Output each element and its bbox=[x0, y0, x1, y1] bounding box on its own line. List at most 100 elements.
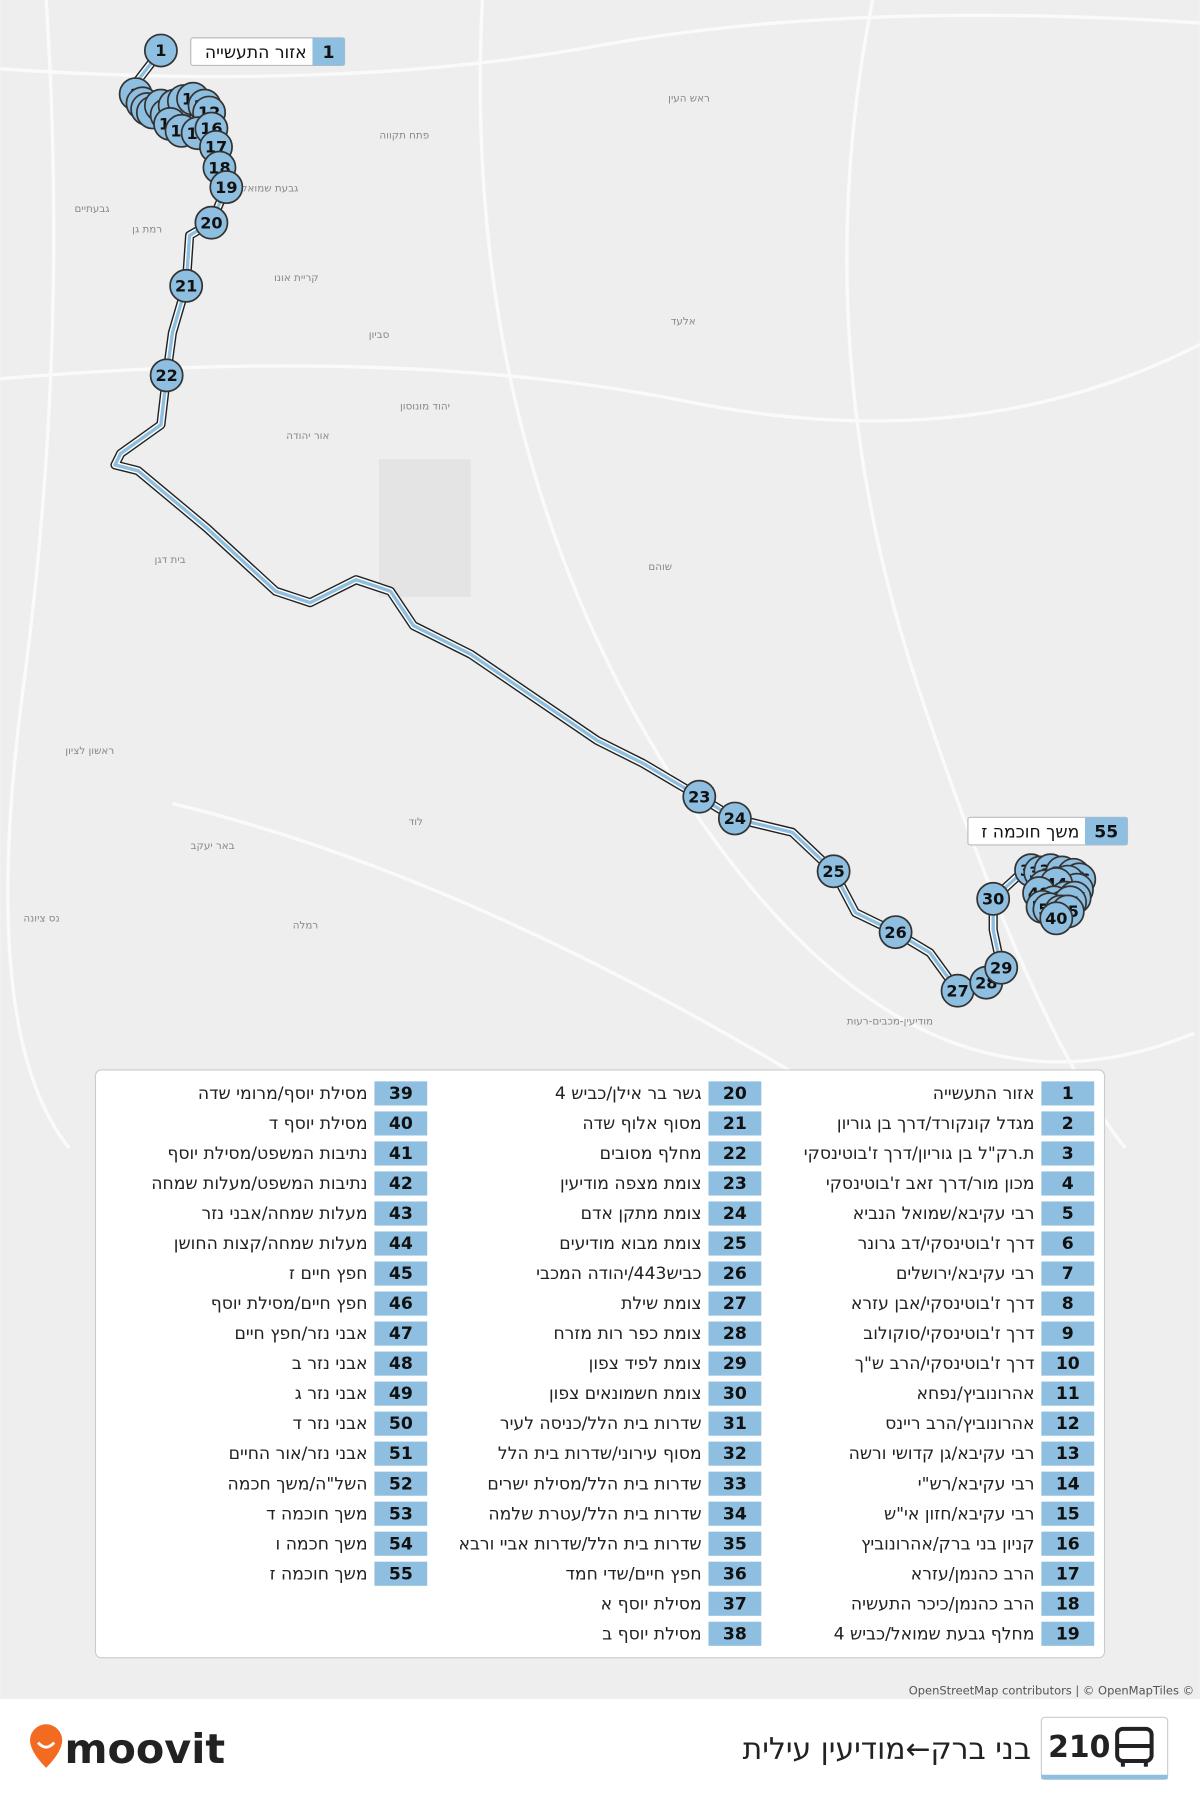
stop-number-box bbox=[1041, 1351, 1095, 1376]
stop-number: 52 bbox=[389, 1474, 413, 1494]
stop-number: 38 bbox=[723, 1624, 747, 1644]
stop-name: אבני נזר ב bbox=[292, 1354, 368, 1374]
stop-name: אבני נזר/חפץ חיים bbox=[234, 1324, 367, 1344]
stop-number-box bbox=[374, 1531, 428, 1556]
stop-number: 14 bbox=[1056, 1474, 1080, 1494]
stop-number: 19 bbox=[1056, 1624, 1080, 1644]
stop-number-box bbox=[1041, 1141, 1095, 1166]
stop-marker: 22 bbox=[149, 358, 184, 393]
stop-number: 35 bbox=[723, 1534, 747, 1554]
map-label: אלעד bbox=[671, 315, 696, 327]
stop-number-box bbox=[708, 1081, 762, 1106]
stop-number: 53 bbox=[389, 1504, 413, 1524]
stop-number-box bbox=[1041, 1531, 1095, 1556]
stop-number: 8 bbox=[1062, 1294, 1074, 1314]
stop-number-box bbox=[1041, 1261, 1095, 1286]
stop-number-box bbox=[1041, 1591, 1095, 1616]
stop-name: מגדל קונקורד/דרך בן גוריון bbox=[837, 1114, 1035, 1134]
stop-number-box bbox=[1041, 1441, 1095, 1466]
stop-number: 45 bbox=[389, 1264, 413, 1284]
stop-number: 41 bbox=[389, 1144, 413, 1164]
stop-number: 30 bbox=[723, 1384, 747, 1404]
map-label: לוד bbox=[409, 816, 423, 828]
stop-number-box bbox=[708, 1381, 762, 1406]
stop-number-box bbox=[374, 1081, 428, 1106]
stop-number-box bbox=[1041, 1561, 1095, 1586]
stop-number-box bbox=[1041, 1111, 1095, 1136]
stop-number-box bbox=[374, 1351, 428, 1376]
stop-marker: 23 bbox=[682, 779, 717, 814]
stop-number-box bbox=[708, 1561, 762, 1586]
stop-number: 5 bbox=[1062, 1204, 1074, 1224]
stop-name: רבי עקיבא/גן קדושי ורשה bbox=[849, 1444, 1035, 1464]
stop-name: אבני נזר/אור החיים bbox=[229, 1444, 368, 1464]
stop-number: 23 bbox=[723, 1174, 747, 1194]
stop-number: 6 bbox=[1062, 1234, 1074, 1254]
stop-marker-circle bbox=[143, 33, 178, 68]
stop-marker-circle bbox=[682, 779, 717, 814]
stop-name: חפץ חיים/שדי חמד bbox=[566, 1564, 702, 1584]
route-number: 210 bbox=[1048, 1730, 1110, 1765]
stop-number: 44 bbox=[389, 1234, 413, 1254]
map-label: גבעתיים bbox=[75, 203, 110, 215]
stop-number: 9 bbox=[1062, 1324, 1074, 1344]
stop-number: 16 bbox=[1056, 1534, 1080, 1554]
map-label: נס ציונה bbox=[23, 912, 59, 924]
stop-number-box bbox=[708, 1111, 762, 1136]
stop-name: דרך ז'בוטינסקי/סוקולוב bbox=[863, 1324, 1034, 1344]
stop-marker-number: 19 bbox=[215, 178, 237, 197]
stop-name: מסילת יוסף ב bbox=[602, 1624, 701, 1644]
stop-number-box bbox=[708, 1141, 762, 1166]
callout-number-box bbox=[312, 37, 345, 66]
brand-name: moovit bbox=[64, 1725, 225, 1773]
stop-name: צומת חשמונאים צפון bbox=[549, 1384, 702, 1404]
stop-name: אבני נזר ד bbox=[292, 1414, 367, 1434]
stop-number-box bbox=[708, 1621, 762, 1646]
map-label: סביון bbox=[369, 329, 390, 341]
stop-marker-number: 25 bbox=[822, 862, 844, 881]
stop-name: מחלף מסובים bbox=[600, 1144, 702, 1164]
brand-logo: moovit bbox=[30, 1724, 225, 1773]
stop-number: 12 bbox=[1056, 1414, 1080, 1434]
map-label: באר יעקב bbox=[191, 840, 235, 852]
stop-number-box bbox=[708, 1201, 762, 1226]
stop-number: 42 bbox=[389, 1174, 413, 1194]
stop-name: צומת לפיד צפון bbox=[589, 1354, 702, 1374]
stop-marker: 26 bbox=[878, 915, 913, 950]
stop-number-box bbox=[1041, 1381, 1095, 1406]
map-label: גבעת שמואל bbox=[242, 182, 299, 194]
stop-number-box bbox=[1041, 1411, 1095, 1436]
stop-number-box bbox=[1041, 1291, 1095, 1316]
callout-name: משך חוכמה ז bbox=[981, 822, 1079, 842]
stop-name: קניון בני ברק/אהרונוביץ bbox=[861, 1534, 1034, 1554]
stop-number-box bbox=[708, 1351, 762, 1376]
stop-number-box bbox=[374, 1261, 428, 1286]
stop-number-box bbox=[374, 1111, 428, 1136]
stop-number: 54 bbox=[389, 1534, 413, 1554]
stop-name: מסילת יוסף ד bbox=[269, 1114, 368, 1134]
stop-number: 36 bbox=[723, 1564, 747, 1584]
stop-number: 1 bbox=[1062, 1084, 1074, 1104]
stop-name: משך חוכמה ד bbox=[266, 1504, 367, 1524]
stop-number-box bbox=[374, 1291, 428, 1316]
stop-number-box bbox=[374, 1141, 428, 1166]
stop-number-box bbox=[708, 1441, 762, 1466]
stop-number-box bbox=[374, 1561, 428, 1586]
stop-name: חפץ חיים ז bbox=[289, 1264, 368, 1284]
stop-number-box bbox=[1041, 1471, 1095, 1496]
stop-name: דרך ז'בוטינסקי/דב גרונר bbox=[858, 1234, 1035, 1254]
airport-area bbox=[379, 459, 471, 597]
stop-marker-number: 26 bbox=[884, 923, 906, 942]
stop-number-box bbox=[708, 1171, 762, 1196]
stop-marker-number: 20 bbox=[200, 213, 222, 232]
stop-marker: 24 bbox=[717, 801, 752, 836]
stop-marker-circle bbox=[169, 268, 204, 303]
stop-number-box bbox=[374, 1321, 428, 1346]
stop-number-box bbox=[1041, 1081, 1095, 1106]
stop-name: מסילת יוסף א bbox=[601, 1594, 702, 1614]
stop-number-box bbox=[708, 1231, 762, 1256]
stop-name: צומת מצפה מודיעין bbox=[560, 1174, 702, 1194]
stop-number: 17 bbox=[1056, 1564, 1080, 1584]
stop-marker-circle bbox=[878, 915, 913, 950]
